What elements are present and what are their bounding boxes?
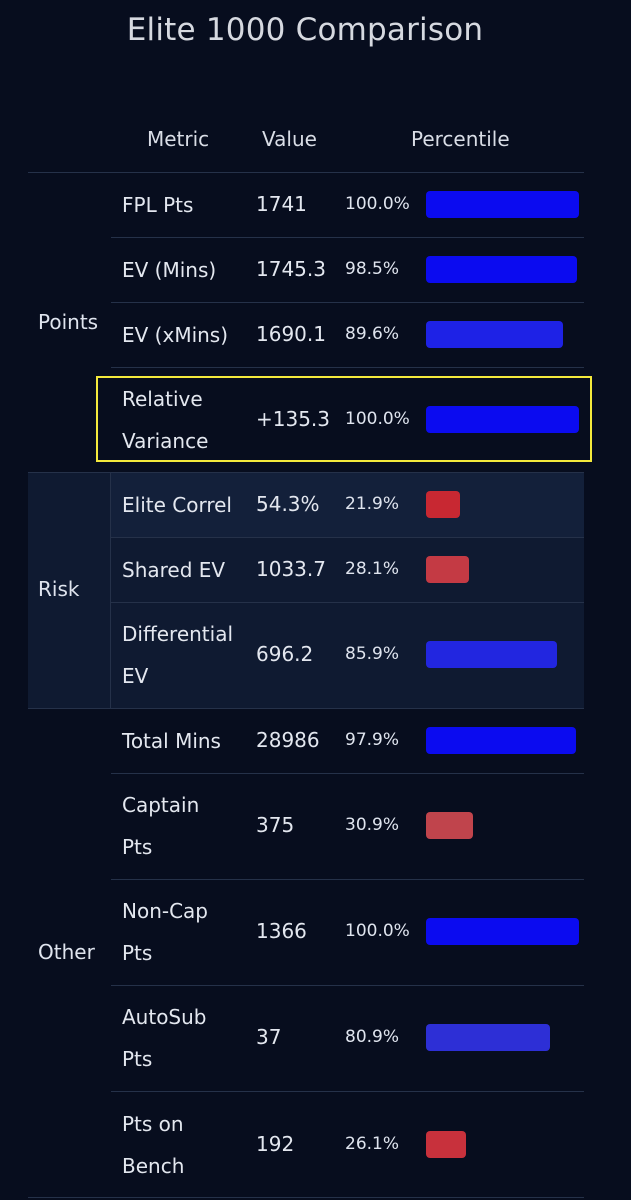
group-label-risk: Risk — [38, 577, 80, 601]
row-divider — [28, 172, 584, 173]
metric-value: 192 — [256, 1131, 295, 1156]
metric-label-line: Captain — [122, 793, 200, 817]
percentile-bar — [426, 320, 563, 348]
percentile-value: 21.9% — [345, 493, 400, 514]
row-divider — [28, 472, 584, 473]
metric-label-line: Non-Cap — [122, 899, 209, 923]
group-separator — [110, 472, 111, 708]
metric-label: Captain Pts — [122, 784, 199, 868]
metric-label-line: Elite Correl — [122, 492, 232, 517]
percentile-bar — [426, 726, 576, 754]
percentile-bar — [426, 490, 460, 518]
row-divider — [28, 708, 584, 709]
percentile-bar — [426, 555, 469, 583]
metric-label-line: Pts — [122, 1047, 153, 1071]
table-bottom-border — [28, 1197, 584, 1198]
percentile-value: 100.0% — [345, 193, 410, 214]
metric-value: 1741 — [256, 191, 307, 216]
group-label-points: Points — [38, 310, 99, 334]
header-metric: Metric — [147, 127, 210, 151]
row-divider — [111, 302, 584, 303]
percentile-value: 85.9% — [345, 644, 400, 664]
metric-label-line: EV (Mins) — [122, 257, 217, 282]
row-divider — [111, 985, 584, 986]
group-label-other: Other — [38, 940, 95, 964]
metric-value: 1690.1 — [256, 321, 326, 346]
percentile-value: 28.1% — [345, 558, 400, 579]
metric-label: EV (xMins) — [122, 314, 228, 356]
metric-label-line: FPL Pts — [122, 192, 194, 217]
percentile-bar — [426, 1130, 466, 1158]
row-divider — [111, 367, 584, 368]
percentile-value: 100.0% — [345, 408, 410, 429]
metric-label: AutoSub Pts — [122, 996, 207, 1080]
metric-value: 28986 — [256, 727, 320, 752]
metric-value: +135.3 — [256, 406, 331, 431]
page-title: Elite 1000 Comparison — [126, 12, 484, 48]
metric-label: Non-Cap Pts — [122, 890, 208, 974]
header-value: Value — [262, 127, 317, 151]
metric-label: Differential EV — [122, 613, 233, 697]
metric-label: FPL Pts — [122, 184, 193, 226]
metric-label: Pts on Bench — [122, 1103, 184, 1187]
percentile-bar — [426, 1024, 550, 1051]
metric-label-line: AutoSub — [122, 1005, 207, 1029]
metric-label: EV (Mins) — [122, 249, 216, 291]
percentile-bar — [426, 641, 557, 668]
metric-label-line: EV (xMins) — [122, 322, 229, 347]
metric-label-line: Total Mins — [122, 728, 221, 753]
row-divider — [111, 1091, 584, 1092]
row-divider — [111, 773, 584, 774]
metric-value: 1033.7 — [256, 556, 326, 581]
percentile-value: 80.9% — [345, 1027, 400, 1047]
metric-label: Relative Variance — [122, 378, 208, 462]
percentile-value: 26.1% — [345, 1133, 400, 1154]
metric-value: 1745.3 — [256, 256, 326, 281]
percentile-bar — [426, 190, 579, 218]
metric-value: 1366 — [256, 919, 307, 943]
metric-value: 54.3% — [256, 491, 320, 516]
metric-label-line: Pts on — [122, 1111, 184, 1136]
percentile-bar — [426, 918, 579, 945]
metric-label: Total Mins — [122, 720, 221, 762]
row-divider — [111, 879, 584, 880]
percentile-value: 100.0% — [345, 921, 410, 941]
metric-value: 375 — [256, 813, 295, 837]
metric-label-line: Variance — [122, 428, 209, 453]
metric-label: Elite Correl — [122, 484, 232, 526]
row-divider — [111, 237, 584, 238]
metric-label-line: Differential — [122, 622, 234, 646]
metric-label-line: Pts — [122, 835, 153, 859]
highlight-box — [96, 376, 592, 462]
percentile-bar — [426, 255, 577, 283]
risk-row-hover-background — [111, 472, 584, 537]
percentile-bar — [426, 812, 473, 839]
metric-label: Shared EV — [122, 549, 225, 591]
metric-label-line: Pts — [122, 941, 153, 965]
metric-label-line: Relative — [122, 386, 203, 411]
percentile-value: 98.5% — [345, 258, 400, 279]
metric-label-line: EV — [122, 664, 149, 688]
percentile-value: 97.9% — [345, 729, 400, 750]
metric-value: 696.2 — [256, 642, 314, 666]
metric-label-line: Shared EV — [122, 557, 226, 582]
percentile-value: 89.6% — [345, 323, 400, 344]
percentile-bar — [426, 405, 579, 433]
percentile-value: 30.9% — [345, 815, 400, 835]
metric-label-line: Bench — [122, 1153, 185, 1178]
row-divider — [111, 602, 584, 603]
row-divider — [111, 537, 584, 538]
header-percentile: Percentile — [411, 127, 510, 151]
metric-value: 37 — [256, 1025, 282, 1049]
